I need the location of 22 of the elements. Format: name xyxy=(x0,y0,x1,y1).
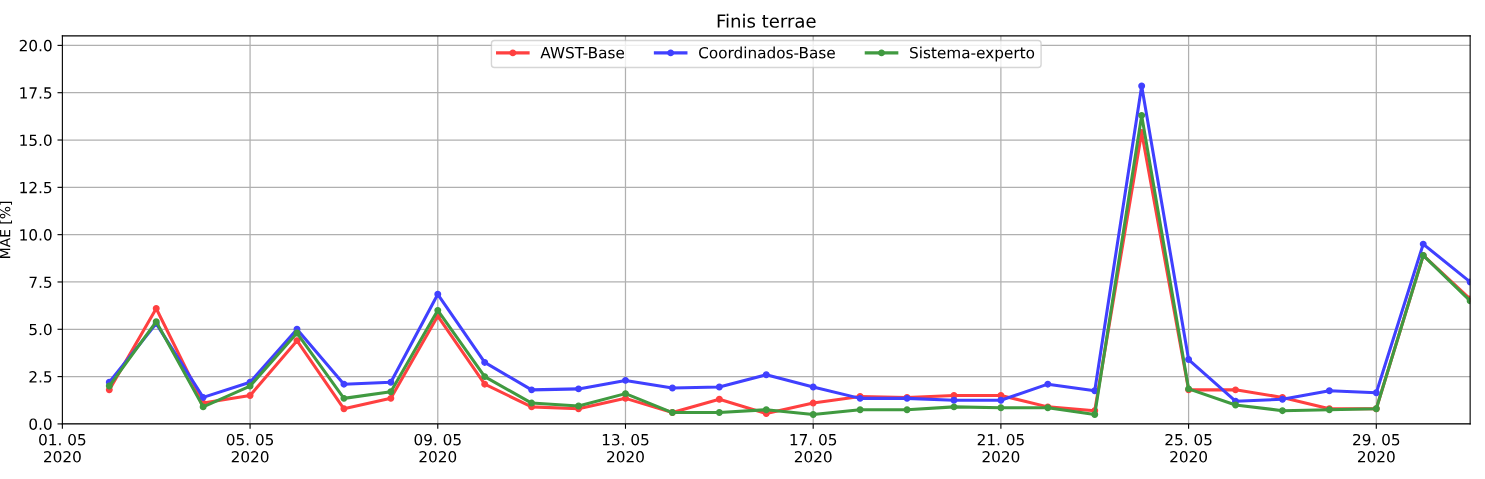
x-tick-label: 01. 05 2020 xyxy=(39,433,86,463)
x-tick-label: 17. 05 2020 xyxy=(790,433,837,463)
x-tick-label: 09. 05 2020 xyxy=(414,433,461,463)
y-tick-label: 12.5 xyxy=(20,181,52,194)
x-tick-label: 13. 05 2020 xyxy=(602,433,649,463)
legend-label: Coordinados-Base xyxy=(699,46,835,59)
y-tick-label: 17.5 xyxy=(20,87,52,99)
y-tick-label: 15.0 xyxy=(20,134,52,147)
y-tick-label: 2.5 xyxy=(29,371,52,383)
legend-label: Sistema-experto xyxy=(910,46,1035,62)
x-tick-label: 29. 05 2020 xyxy=(1353,433,1400,463)
y-tick-label: 5.0 xyxy=(29,323,52,336)
x-tick-label: 25. 05 2020 xyxy=(1165,433,1212,463)
x-tick-label: 05. 05 2020 xyxy=(226,433,274,463)
y-tick-label: 10.0 xyxy=(20,229,52,241)
y-axis-title: MAE [%] xyxy=(0,201,13,258)
x-tick-label: 21. 05 2020 xyxy=(977,433,1024,463)
y-tick-label: 20.0 xyxy=(19,39,52,52)
legend-label: AWST-Base xyxy=(540,46,625,59)
y-tick-label: 7.5 xyxy=(29,276,52,288)
y-tick-label: 0.0 xyxy=(29,418,52,430)
chart-title: Finis terrae xyxy=(717,13,816,28)
